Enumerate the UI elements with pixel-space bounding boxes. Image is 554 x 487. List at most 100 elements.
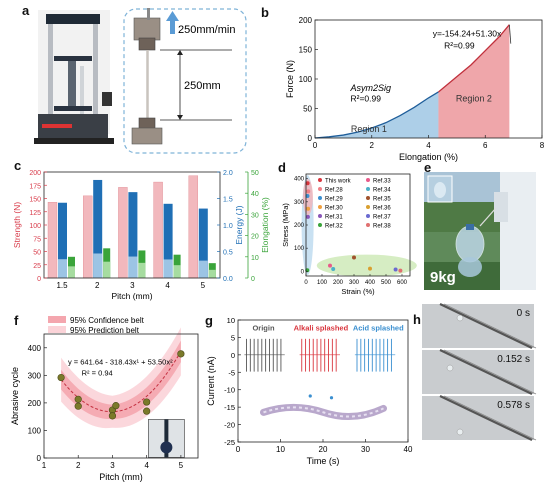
rope-line	[439, 349, 533, 395]
x-tick-label: 500	[381, 280, 392, 286]
legend-marker	[366, 196, 370, 200]
legend-label: Ref.37	[373, 215, 391, 221]
legend-marker	[318, 214, 322, 218]
elongation-bar-inner	[208, 269, 216, 278]
strength-bar	[118, 187, 128, 279]
x-tick-label: 0	[304, 280, 308, 286]
break-line	[508, 24, 512, 44]
y-tick-label: 5	[231, 333, 235, 342]
data-point	[74, 402, 82, 410]
legend-marker	[366, 205, 370, 209]
legend-swatch-confidence	[48, 316, 66, 323]
data-point	[393, 267, 398, 272]
legend-swatch-prediction	[48, 326, 66, 333]
inset-wheel	[160, 441, 173, 454]
y-left-tick-label: 50	[33, 250, 41, 257]
y-left-axis-label: Strength (N)	[12, 202, 22, 248]
tensile-machine-photo	[34, 10, 114, 144]
y-tick-label: 400	[294, 177, 305, 183]
x-tick-label: 2	[370, 141, 375, 150]
rope-line	[439, 303, 533, 349]
data-point	[143, 398, 151, 406]
legend-marker	[318, 178, 322, 182]
region-2-area	[438, 24, 510, 138]
legend-marker	[366, 187, 370, 191]
y-mid-tick-label: 1.0	[223, 223, 233, 230]
x-tick-label: 300	[349, 280, 360, 286]
rope-edge	[443, 395, 537, 441]
x-tick-label: 1.5	[56, 281, 68, 290]
region-1-area	[315, 91, 439, 138]
data-point	[305, 214, 310, 219]
strength-bar	[82, 195, 93, 279]
x-tick-label: 4	[144, 461, 149, 470]
y-tick-label: 0	[37, 454, 42, 463]
x-tick-label: 2	[95, 281, 100, 290]
y-left-tick-label: 175	[29, 183, 41, 190]
energy-bar-inner	[163, 259, 173, 278]
legend-marker	[366, 178, 370, 182]
panel-c-chart: 1.5 2 3 4 502550751001251501752000.00.51.01.…	[12, 170, 270, 301]
legend-label: Ref.29	[325, 197, 343, 203]
trace-label-alkali: Alkali splashed	[294, 323, 349, 332]
data-point	[74, 395, 82, 403]
fit-equation: y=-154.24+51.30x	[433, 29, 502, 39]
y-tick-label: 200	[299, 16, 313, 25]
x-tick-label: 0	[313, 141, 318, 150]
y-axis-label: Stress (MPa)	[281, 203, 290, 247]
data-point	[352, 255, 356, 260]
legend-label: Ref.30	[325, 206, 343, 212]
weight-label: 9kg	[430, 269, 456, 286]
y-tick-label: 400	[28, 344, 42, 353]
y-tick-label: 300	[294, 200, 305, 206]
time-label-2: 0.578 s	[497, 400, 530, 411]
fit-r2: R²=0.99	[444, 40, 475, 50]
y-tick-label: 100	[294, 246, 305, 252]
elongation-bar-inner	[68, 266, 75, 278]
panel-label-c: c	[14, 158, 22, 173]
x-tick-label: 4	[165, 281, 170, 290]
panel-e-photo: 9kg	[424, 172, 536, 290]
x-axis-label: Strain (%)	[341, 287, 375, 296]
y-tick-label: 200	[294, 223, 305, 229]
x-axis-label: Pitch (mm)	[99, 472, 143, 482]
legend-label: Ref.31	[325, 215, 343, 221]
region-2-label: Region 2	[456, 93, 492, 103]
data-point	[108, 412, 117, 420]
energy-bar	[198, 208, 208, 278]
y-tick-label: 150	[299, 46, 313, 55]
data-point	[331, 267, 336, 272]
y-tick-label: -20	[224, 421, 235, 430]
y-tick-label: 0	[301, 269, 305, 275]
speed-label: 250mm/min	[178, 24, 235, 36]
data-point	[398, 268, 403, 273]
x-tick-label: 3	[110, 461, 115, 470]
y-right-tick-label: 50	[251, 170, 259, 177]
model-r2: R²=0.99	[350, 93, 381, 103]
energy-bar-inner	[128, 256, 138, 278]
panel-h-photos: 0 s 0.152 s 0.578 s	[420, 302, 540, 442]
rope-braid	[263, 406, 384, 418]
panel-label-h: h	[413, 312, 421, 327]
y-right-axis-label: Elongation (%)	[260, 197, 270, 253]
panel-label-d: d	[278, 160, 286, 175]
y-tick-label: 300	[28, 371, 42, 380]
y-tick-label: -10	[224, 386, 235, 395]
y-mid-tick-label: 1.5	[223, 197, 233, 204]
legend-marker	[318, 205, 322, 209]
panel-label-a: a	[22, 3, 30, 18]
panel-label-e: e	[424, 160, 432, 175]
data-point	[328, 263, 332, 268]
energy-bar	[163, 203, 173, 278]
x-tick-label: 400	[365, 280, 376, 286]
high-strain-region	[316, 254, 417, 277]
y-tick-label: 100	[299, 75, 313, 84]
x-tick-label: 8	[540, 141, 545, 150]
legend-marker	[318, 187, 322, 191]
x-axis-label: Time (s)	[307, 456, 340, 466]
panel-label-g: g	[205, 313, 213, 328]
legend-label: Ref.28	[325, 188, 343, 194]
x-tick-label: 10	[276, 445, 285, 454]
inset-rod	[164, 419, 169, 458]
